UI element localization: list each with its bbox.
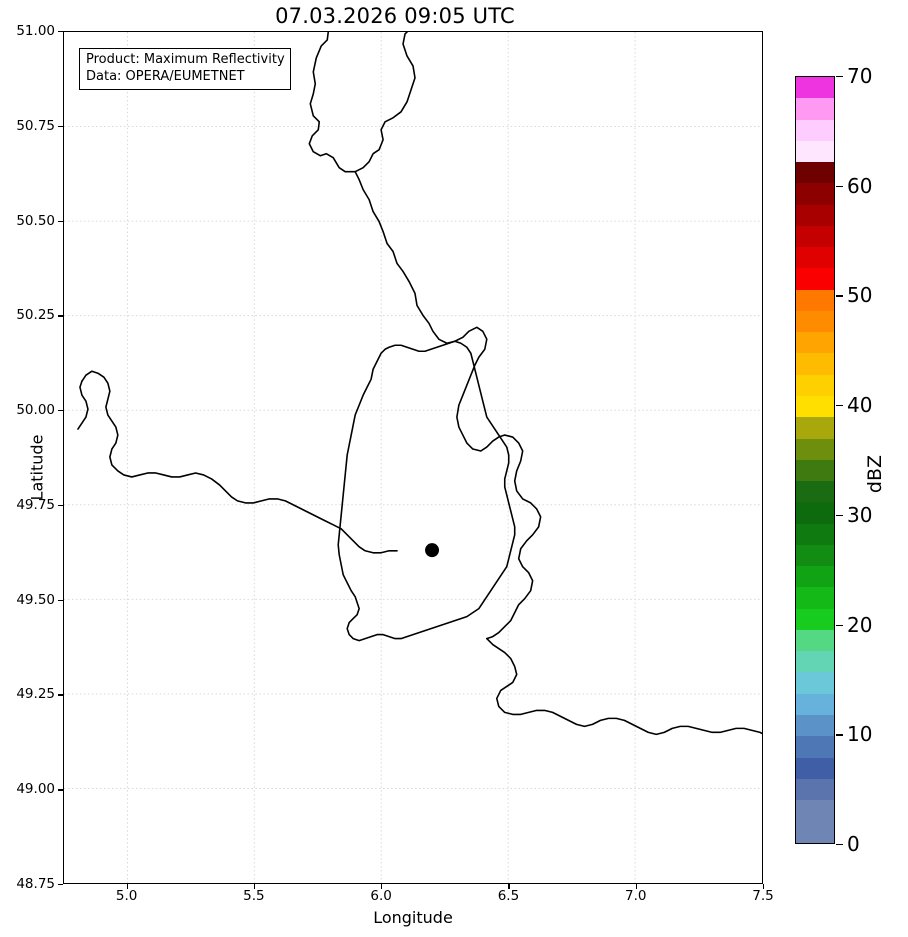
x-tick-mark [635, 884, 638, 889]
colorbar-band [796, 544, 834, 567]
colorbar-band [796, 481, 834, 503]
colorbar-tick-label: 20 [847, 612, 873, 637]
x-tick-label: 5.0 [115, 888, 138, 904]
figure-title: 07.03.2026 09:05 UTC [275, 4, 515, 28]
y-tick-label: 50.75 [16, 117, 55, 134]
colorbar-band [796, 204, 834, 226]
city-marker-layer [425, 543, 440, 558]
colorbar-tick-label: 10 [847, 722, 873, 747]
colorbar-band [796, 98, 834, 120]
colorbar-tick-label: 70 [847, 64, 873, 88]
info-data-line: Data: OPERA/EUMETNET [86, 68, 245, 84]
y-tick-label: 50.25 [16, 307, 55, 324]
colorbar-band [796, 629, 834, 652]
y-tick-mark [58, 220, 63, 222]
y-tick-mark [58, 789, 63, 791]
y-tick-mark [58, 125, 63, 128]
y-tick-label: 49.50 [16, 591, 55, 608]
x-tick-mark [763, 884, 765, 889]
colorbar-band [796, 332, 834, 354]
country-borders [77, 32, 762, 736]
grid-lines [64, 32, 762, 883]
y-tick-label: 49.25 [16, 686, 55, 703]
colorbar-band [796, 183, 834, 205]
colorbar-band [796, 587, 834, 609]
map-axes [63, 31, 763, 884]
colorbar-tick-mark [836, 514, 843, 517]
colorbar-band [796, 693, 834, 715]
colorbar-band [796, 353, 834, 375]
colorbar-band [796, 800, 834, 822]
y-tick-label: 50.50 [16, 212, 55, 229]
x-tick-mark [381, 884, 383, 889]
y-tick-label: 50.00 [16, 402, 55, 419]
colorbar-band [796, 736, 834, 758]
colorbar-band [796, 566, 834, 588]
y-tick-label: 49.75 [16, 496, 55, 513]
y-axis-title: Latitude [27, 434, 47, 501]
x-tick-mark [508, 884, 510, 889]
colorbar-band [796, 778, 834, 801]
x-tick-label: 6.0 [370, 888, 392, 904]
colorbar-tick-mark [836, 405, 843, 407]
y-tick-mark [58, 884, 63, 886]
colorbar-band [796, 140, 834, 163]
colorbar-band [796, 459, 834, 482]
colorbar-tick-mark [836, 734, 843, 736]
colorbar-tick-mark [836, 624, 843, 626]
colorbar-band [796, 714, 834, 737]
colorbar-tick-mark [836, 844, 843, 846]
colorbar-band [796, 247, 834, 269]
y-tick-mark [58, 504, 63, 507]
colorbar-band [796, 417, 834, 439]
y-tick-label: 48.75 [16, 876, 55, 892]
colorbar-tick-label: 50 [847, 283, 873, 308]
x-tick-label: 6.5 [497, 888, 520, 904]
colorbar-band [796, 757, 834, 779]
x-tick-label: 5.5 [243, 888, 265, 904]
colorbar-band [796, 672, 834, 694]
info-product-line: Product: Maximum Reflectivity [86, 52, 285, 67]
colorbar-band [796, 523, 834, 545]
colorbar-tick-label: 0 [847, 832, 860, 856]
colorbar-band [796, 310, 834, 333]
colorbar-band [796, 77, 834, 99]
x-tick-label: 7.5 [752, 888, 774, 904]
colorbar-tick-label: 40 [847, 393, 873, 418]
colorbar-band [796, 608, 834, 630]
colorbar-band [796, 289, 834, 311]
y-tick-mark [58, 31, 63, 33]
x-tick-mark [253, 884, 256, 889]
y-tick-mark [58, 694, 63, 696]
colorbar-tick-mark [836, 295, 843, 297]
colorbar-band [796, 821, 834, 843]
y-tick-label: 49.00 [16, 781, 55, 798]
x-axis-title: Longitude [373, 908, 453, 927]
colorbar-band [796, 268, 834, 290]
colorbar-band [796, 502, 834, 524]
colorbar-tick-mark [836, 76, 843, 78]
colorbar-band [796, 438, 834, 460]
colorbar [795, 76, 835, 844]
product-info-box: Product: Maximum Reflectivity Data: OPER… [79, 48, 291, 90]
y-tick-mark [58, 410, 63, 412]
colorbar-title: dBZ [864, 454, 886, 494]
luxembourg-city-marker [425, 543, 440, 558]
colorbar-tick-label: 60 [847, 173, 873, 198]
x-tick-label: 7.0 [624, 888, 647, 904]
colorbar-band [796, 374, 834, 396]
y-tick-mark [58, 599, 63, 601]
colorbar-tick-mark [836, 185, 843, 187]
y-tick-mark [58, 315, 63, 317]
colorbar-band [796, 225, 834, 248]
colorbar-band [796, 162, 834, 184]
colorbar-tick-label: 30 [847, 502, 873, 527]
colorbar-band [796, 119, 834, 141]
x-tick-mark [126, 884, 128, 889]
y-tick-label: 51.00 [16, 23, 55, 39]
colorbar-band [796, 395, 834, 418]
colorbar-band [796, 651, 834, 673]
